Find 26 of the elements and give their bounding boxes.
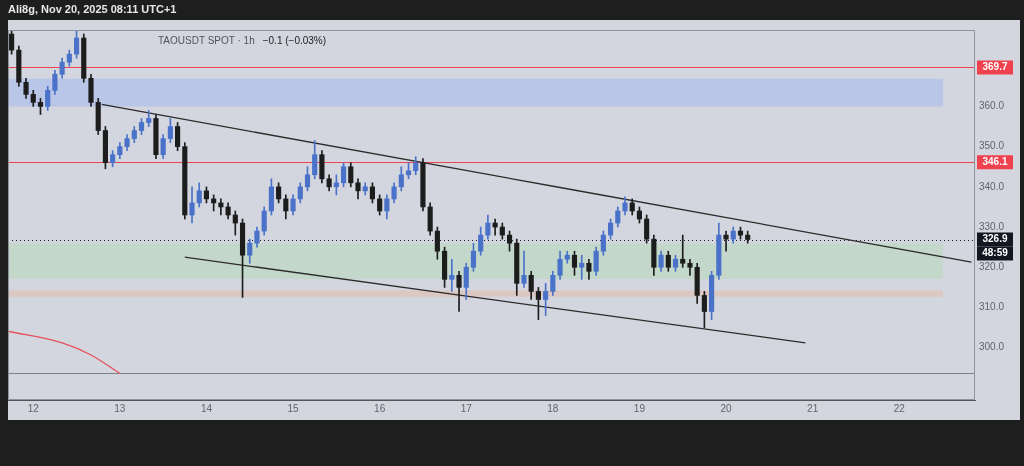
y-tick-label: 300.0 xyxy=(979,341,1005,353)
text: Ali8g, Nov 20, 2025 08:11 UTC+1 xyxy=(8,3,177,15)
x-tick-label: 22 xyxy=(893,402,906,414)
x-tick-label: 14 xyxy=(200,402,213,414)
ref-line-label: 326.9 xyxy=(982,233,1008,245)
text: 48:59 xyxy=(982,247,1009,259)
x-tick-label: 16 xyxy=(374,402,386,414)
x-tick-label: 20 xyxy=(720,402,733,414)
y-tick-label: 320.0 xyxy=(979,261,1005,273)
x-tick-label: 19 xyxy=(633,402,646,414)
y-tick-label: 360.0 xyxy=(979,100,1005,112)
x-tick-label: 13 xyxy=(114,402,126,414)
chart-subtitle: −0.1 (−0.03%) xyxy=(262,35,327,46)
y-tick-label: 330.0 xyxy=(979,220,1005,232)
x-tick-label: 21 xyxy=(807,402,819,414)
x-tick-label: 17 xyxy=(460,402,473,414)
x-tick-label: 15 xyxy=(287,402,300,414)
ref-line-label: 346.1 xyxy=(982,156,1008,168)
ref-line-label: 369.7 xyxy=(982,61,1008,73)
y-tick-label: 340.0 xyxy=(979,180,1005,192)
line-series xyxy=(8,330,121,375)
y-tick-label: 350.0 xyxy=(979,140,1005,152)
x-tick-label: 12 xyxy=(27,402,40,414)
y-tick-label: 310.0 xyxy=(979,301,1005,313)
x-tick-label: 18 xyxy=(547,402,559,414)
chart-title: TAOUSDT SPOT · 1h xyxy=(158,35,255,46)
